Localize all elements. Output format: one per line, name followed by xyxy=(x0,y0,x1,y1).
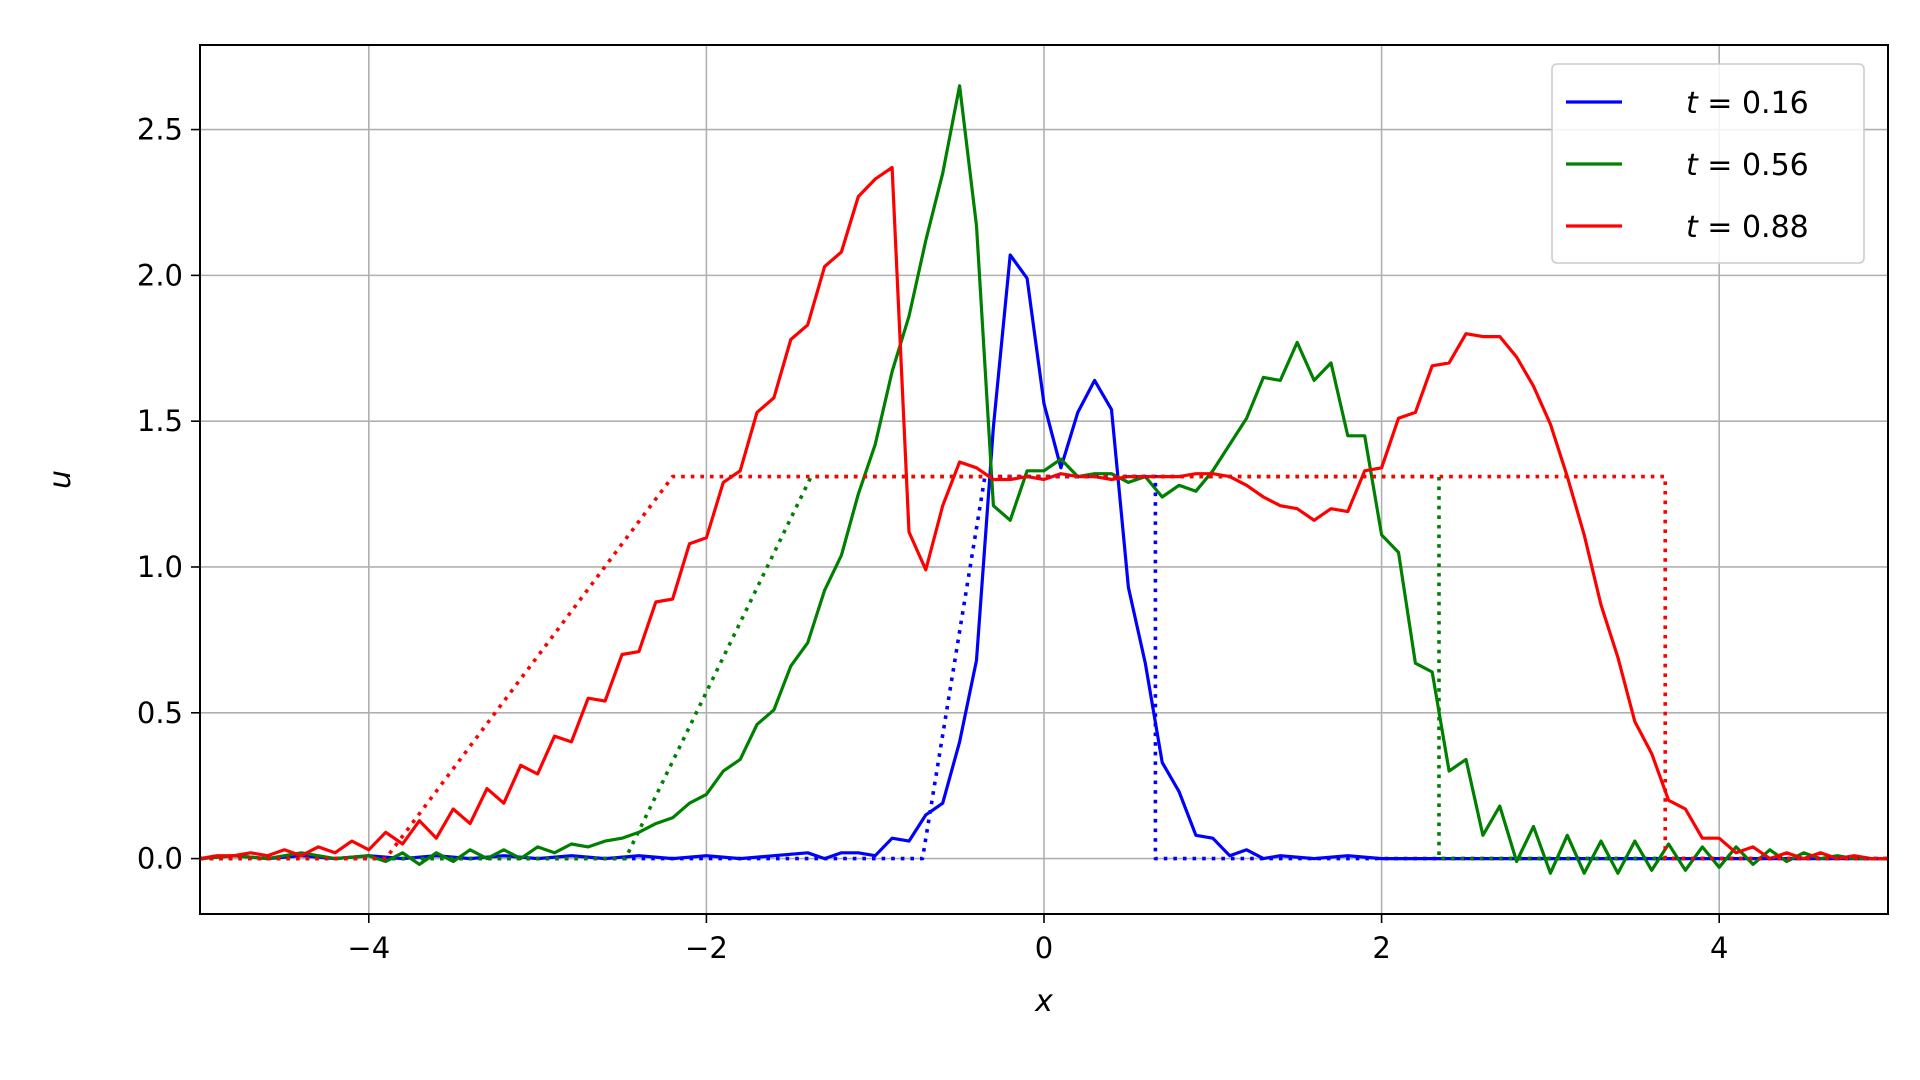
x-axis-label: x xyxy=(1034,984,1053,1019)
x-tick-label: 0 xyxy=(1035,931,1053,965)
y-tick-label: 2.5 xyxy=(137,113,183,147)
plot-series xyxy=(200,84,1888,875)
y-tick-label: 2.0 xyxy=(137,258,183,292)
axis-ticks: −4 −2 0 2 4 0.0 0.5 1.0 1.5 2.0 2.5 xyxy=(137,113,1729,965)
x-tick-label: −4 xyxy=(347,931,390,965)
legend-label: t = 0.88 xyxy=(1686,210,1809,245)
y-tick-label: 0.5 xyxy=(137,696,183,730)
legend-label: t = 0.16 xyxy=(1686,86,1809,121)
x-tick-label: 4 xyxy=(1710,931,1728,965)
legend-label: t = 0.56 xyxy=(1686,148,1809,183)
y-tick-label: 1.5 xyxy=(137,404,183,438)
x-tick-label: −2 xyxy=(685,931,728,965)
legend-frame xyxy=(1551,63,1865,264)
dotted-series-line xyxy=(200,474,1888,861)
y-tick-label: 0.0 xyxy=(137,842,183,876)
legend: t = 0.16 t = 0.56 t = 0.88 xyxy=(1551,63,1865,264)
y-tick-label: 1.0 xyxy=(137,550,183,584)
series-line xyxy=(200,165,1888,861)
x-tick-label: 2 xyxy=(1372,931,1390,965)
series-line xyxy=(200,253,1888,861)
y-axis-label: u xyxy=(43,470,78,489)
